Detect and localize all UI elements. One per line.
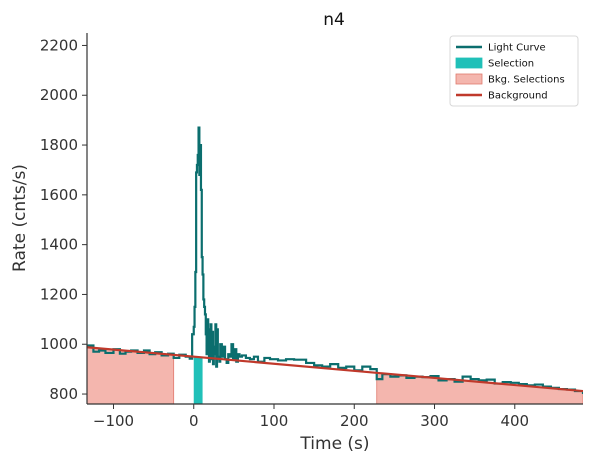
legend-label-4: Background <box>488 91 548 102</box>
y-tick-label: 1200 <box>40 285 78 303</box>
legend-label-3: Bkg. Selections <box>488 75 565 86</box>
plot-clipped-group <box>87 126 583 404</box>
legend-swatch-patch-2 <box>455 57 483 69</box>
background-fit-line <box>87 346 583 393</box>
x-tick-label: 200 <box>340 412 369 430</box>
x-axis-title: Time (s) <box>299 434 369 454</box>
y-tick-label: 800 <box>49 385 78 403</box>
source-selection-region <box>193 356 203 404</box>
y-tick-label: 1000 <box>40 335 78 353</box>
x-tick-label: −100 <box>93 412 134 430</box>
y-tick-label: 1600 <box>40 186 78 204</box>
ticks: −100 0 100 200 300 400 800 1000 1200 1400 1600 1800… <box>40 36 529 430</box>
x-tick-label: 400 <box>500 412 529 430</box>
legend-label-1: Light Curve <box>488 43 546 54</box>
legend-frame <box>449 35 579 107</box>
x-tick-label: 300 <box>420 412 449 430</box>
y-tick-label: 2000 <box>40 86 78 104</box>
y-tick-label: 2200 <box>40 36 78 54</box>
x-tick-label: 100 <box>260 412 289 430</box>
legend: Light Curve Selection Bkg. Selections Backg… <box>449 35 579 107</box>
legend-swatch-patch-3 <box>455 73 483 85</box>
plot-area <box>87 126 583 404</box>
bkg-selection-region-2 <box>376 372 583 404</box>
legend-items: Light Curve Selection Bkg. Selections Backg… <box>455 43 565 102</box>
y-tick-label: 1800 <box>40 136 78 154</box>
chart-title: n4 <box>323 10 345 30</box>
legend-label-2: Selection <box>488 59 534 70</box>
y-tick-label: 1400 <box>40 236 78 254</box>
y-axis-title: Rate (cnts/s) <box>10 164 30 272</box>
x-tick-label: 0 <box>189 412 199 430</box>
